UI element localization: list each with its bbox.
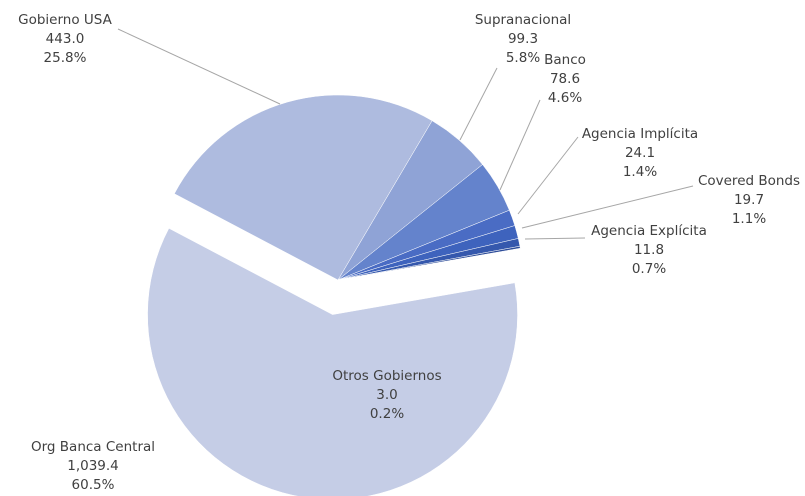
value-label: 443.0	[46, 31, 85, 47]
percent-label: 4.6%	[548, 90, 582, 106]
slice-label: Banco	[544, 52, 586, 68]
value-label: 19.7	[734, 192, 764, 208]
value-label: 3.0	[376, 387, 397, 403]
value-label: 99.3	[508, 31, 538, 47]
slice-label: Org Banca Central	[31, 439, 155, 455]
percent-label: 1.1%	[732, 211, 766, 227]
pie-slice	[174, 94, 433, 281]
slice-label: Agencia Explícita	[591, 223, 707, 239]
pie-slice	[147, 227, 518, 496]
slice-label: Supranacional	[475, 12, 571, 28]
leader-line	[117, 28, 281, 105]
leader-line	[499, 99, 541, 191]
slice-label: Gobierno USA	[18, 12, 112, 28]
percent-label: 25.8%	[44, 50, 87, 66]
slice-label: Otros Gobiernos	[332, 368, 441, 384]
percent-label: 5.8%	[506, 50, 540, 66]
value-label: 78.6	[550, 71, 580, 87]
percent-label: 0.2%	[370, 406, 404, 422]
leader-line	[517, 136, 579, 215]
value-label: 1,039.4	[67, 458, 119, 474]
slice-label: Covered Bonds	[698, 173, 800, 189]
pie-slice	[337, 245, 521, 281]
percent-label: 0.7%	[632, 261, 666, 277]
value-label: 24.1	[625, 145, 655, 161]
leader-line	[459, 67, 498, 141]
percent-label: 1.4%	[623, 164, 657, 180]
leader-line	[524, 237, 586, 240]
slice-label: Agencia Implícita	[582, 126, 698, 142]
value-label: 11.8	[634, 242, 664, 258]
percent-label: 60.5%	[72, 477, 115, 493]
leader-line	[521, 185, 694, 229]
